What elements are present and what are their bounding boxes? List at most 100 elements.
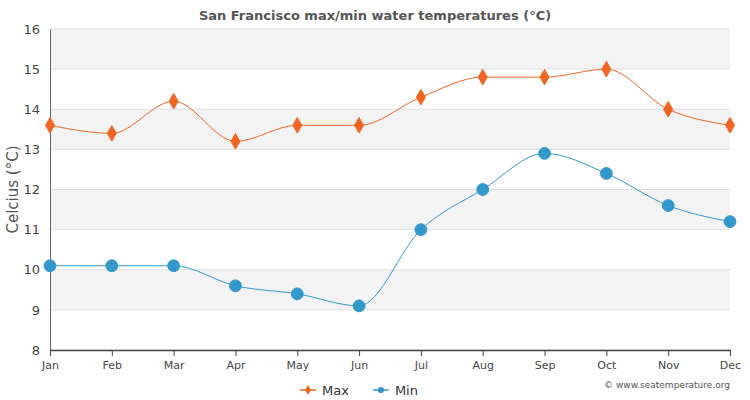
x-tick-mark: [483, 350, 484, 356]
y-tick: 14: [23, 102, 50, 117]
legend-item[interactable]: Max: [300, 383, 349, 398]
x-tick: Mar: [164, 350, 185, 372]
grid-band: [50, 29, 730, 69]
y-tick: 16: [23, 22, 50, 37]
data-point[interactable]: [168, 260, 180, 272]
x-tick-label: Feb: [103, 359, 122, 372]
data-point[interactable]: [539, 147, 551, 159]
grid-line: [50, 309, 730, 310]
x-tick: Jun: [350, 350, 368, 372]
x-tick-label: May: [286, 359, 309, 372]
legend-marker: [378, 387, 384, 393]
data-point[interactable]: [664, 101, 673, 117]
x-tick: Jul: [414, 350, 428, 372]
grid-line: [50, 109, 730, 110]
y-tick: 9: [32, 303, 50, 318]
grid-line: [50, 350, 730, 351]
x-tick: Dec: [720, 350, 741, 372]
x-tick-mark: [112, 350, 113, 356]
grid-line: [50, 229, 730, 230]
data-point[interactable]: [540, 69, 549, 85]
x-axis: Jan Feb Mar Apr May Jun Jul Aug Sep Oct Nov Dec: [41, 350, 741, 372]
series-line: [50, 153, 730, 305]
data-point[interactable]: [724, 216, 736, 228]
y-tick: 8: [32, 343, 50, 358]
grid-line: [50, 69, 730, 70]
bands: [50, 29, 730, 310]
x-tick-mark: [730, 350, 731, 356]
data-point[interactable]: [231, 134, 240, 150]
data-point[interactable]: [662, 200, 674, 212]
x-tick-label: Jan: [41, 359, 59, 372]
x-tick-mark: [359, 350, 360, 356]
grid-line: [50, 189, 730, 190]
x-tick: Aug: [472, 350, 493, 372]
x-tick-label: Aug: [472, 359, 493, 372]
y-tick-label: 15: [23, 62, 40, 77]
data-point[interactable]: [600, 168, 612, 180]
x-tick-mark: [668, 350, 669, 356]
data-point[interactable]: [230, 280, 242, 292]
x-tick-mark: [174, 350, 175, 356]
y-tick: 12: [23, 182, 50, 197]
x-tick-mark: [50, 350, 51, 356]
data-point[interactable]: [415, 224, 427, 236]
plot: 8910111213141516JanFebMarAprMayJunJulAug…: [23, 22, 741, 372]
x-tick: Nov: [658, 350, 680, 372]
data-point[interactable]: [169, 93, 178, 109]
series-line: [50, 69, 730, 141]
y-tick-label: 8: [32, 343, 40, 358]
x-tick-label: Jun: [350, 359, 368, 372]
y-tick: 11: [23, 222, 50, 237]
y-tick: 15: [23, 62, 50, 77]
data-point[interactable]: [293, 118, 302, 134]
data-point[interactable]: [46, 118, 55, 134]
data-point[interactable]: [602, 61, 611, 77]
data-point[interactable]: [44, 260, 56, 272]
series-area: [44, 61, 736, 311]
x-tick-mark: [297, 350, 298, 356]
data-point[interactable]: [477, 184, 489, 196]
y-tick-label: 13: [23, 142, 40, 157]
x-tick: Oct: [597, 350, 617, 372]
data-point[interactable]: [107, 126, 116, 142]
credit: © www.seatemperature.org: [604, 380, 730, 390]
data-point[interactable]: [416, 89, 425, 105]
y-tick-label: 14: [23, 102, 40, 117]
grid-line: [50, 29, 730, 30]
series-markers: [46, 61, 735, 149]
x-tick-label: Jul: [414, 359, 428, 372]
data-point[interactable]: [478, 69, 487, 85]
data-point[interactable]: [106, 260, 118, 272]
y-axis-line: [50, 30, 51, 351]
data-point[interactable]: [291, 288, 303, 300]
grid: [50, 29, 730, 350]
data-point[interactable]: [726, 118, 735, 134]
y-tick: 13: [23, 142, 50, 157]
x-tick-label: Apr: [226, 359, 246, 372]
x-tick-label: Sep: [535, 359, 556, 372]
x-tick-mark: [235, 350, 236, 356]
data-point[interactable]: [353, 300, 365, 312]
y-axis-title: Celcius (°C): [4, 145, 22, 233]
grid-line: [50, 269, 730, 270]
data-point[interactable]: [355, 118, 364, 134]
grid-band: [50, 190, 730, 230]
x-tick-label: Dec: [720, 359, 741, 372]
x-tick-label: Mar: [164, 359, 185, 372]
y-tick-label: 12: [23, 182, 40, 197]
title: San Francisco max/min water temperatures…: [199, 8, 551, 23]
y-axis: 8910111213141516: [23, 22, 50, 358]
x-tick: Sep: [535, 350, 556, 372]
y-tick-label: 11: [23, 222, 40, 237]
legend-label: Max: [322, 383, 349, 398]
x-tick: Feb: [103, 350, 122, 372]
x-tick-mark: [606, 350, 607, 356]
series-markers: [44, 147, 736, 311]
y-tick-label: 16: [23, 22, 40, 37]
chart: 8910111213141516JanFebMarAprMayJunJulAug…: [0, 0, 750, 400]
x-tick-mark: [545, 350, 546, 356]
legend-marker: [305, 385, 311, 395]
legend-item[interactable]: Min: [373, 383, 418, 398]
legend-label: Min: [395, 383, 418, 398]
